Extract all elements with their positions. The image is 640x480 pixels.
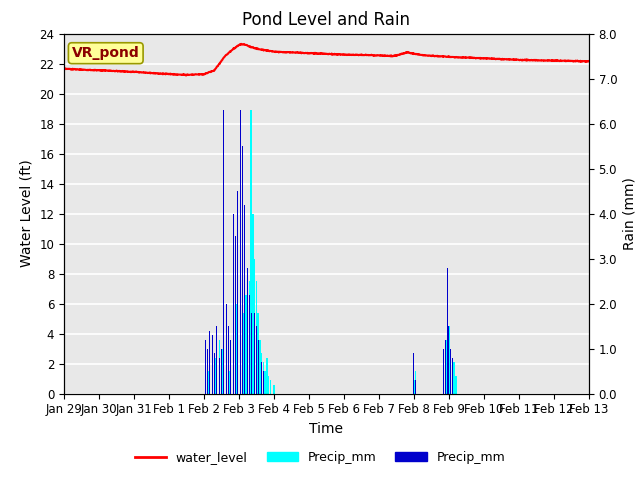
water_level xyxy=(60,66,68,72)
Bar xyxy=(235,236,236,394)
Bar xyxy=(445,348,446,394)
water_level xyxy=(164,71,172,77)
Bar xyxy=(273,384,275,394)
Bar xyxy=(445,340,446,394)
Bar xyxy=(415,371,416,394)
Bar xyxy=(450,358,451,394)
Bar xyxy=(448,326,449,394)
Line: water_level: water_level xyxy=(64,44,589,75)
Bar xyxy=(413,353,414,394)
Bar xyxy=(254,312,255,394)
water_level xyxy=(524,58,531,63)
Bar xyxy=(273,371,275,394)
Bar xyxy=(455,375,456,394)
Bar xyxy=(221,348,222,394)
Bar xyxy=(237,303,238,394)
Bar xyxy=(209,371,210,394)
Bar xyxy=(249,281,250,394)
Bar xyxy=(261,362,262,394)
Bar xyxy=(263,371,264,394)
Bar xyxy=(264,371,266,394)
Y-axis label: Water Level (ft): Water Level (ft) xyxy=(20,160,34,267)
water_level xyxy=(477,56,484,61)
Bar xyxy=(243,312,245,394)
water_level xyxy=(237,41,245,47)
Title: Pond Level and Rain: Pond Level and Rain xyxy=(243,11,410,29)
Bar xyxy=(247,268,248,394)
water_level xyxy=(236,42,244,48)
Bar xyxy=(257,312,259,394)
water_level xyxy=(585,58,593,64)
Text: VR_pond: VR_pond xyxy=(72,46,140,60)
Bar xyxy=(214,353,215,394)
Bar xyxy=(226,367,227,394)
Bar xyxy=(252,214,253,394)
Bar xyxy=(256,326,257,394)
Bar xyxy=(443,375,444,394)
Bar xyxy=(251,312,252,394)
Bar xyxy=(245,295,246,394)
Bar xyxy=(223,348,224,394)
Bar xyxy=(233,214,234,394)
X-axis label: Time: Time xyxy=(309,422,344,436)
Bar xyxy=(452,371,453,394)
Bar xyxy=(228,326,229,394)
Bar xyxy=(261,353,262,394)
Bar xyxy=(415,380,416,394)
Bar xyxy=(230,371,231,394)
Bar xyxy=(207,348,208,394)
Bar xyxy=(242,236,243,394)
water_level xyxy=(182,72,189,78)
Bar xyxy=(269,380,271,394)
Bar xyxy=(447,340,448,394)
Bar xyxy=(259,353,260,394)
Bar xyxy=(268,375,269,394)
Bar xyxy=(205,340,206,394)
Bar xyxy=(450,348,451,394)
Bar xyxy=(259,340,260,394)
water_level xyxy=(177,72,184,78)
Bar xyxy=(219,340,220,394)
Bar xyxy=(212,335,213,394)
Bar xyxy=(258,340,259,394)
Bar xyxy=(240,110,241,394)
Bar xyxy=(453,362,455,394)
Bar xyxy=(247,326,248,394)
Bar xyxy=(256,281,257,394)
Bar xyxy=(242,146,243,394)
Legend: water_level, Precip_mm, Precip_mm: water_level, Precip_mm, Precip_mm xyxy=(130,446,510,469)
Bar xyxy=(209,331,210,394)
Bar xyxy=(205,375,206,394)
Bar xyxy=(443,348,444,394)
Bar xyxy=(212,380,213,394)
Bar xyxy=(266,358,268,394)
water_level xyxy=(408,50,416,56)
Bar xyxy=(250,110,252,394)
Bar xyxy=(249,295,250,394)
Bar xyxy=(413,380,415,394)
Y-axis label: Rain (mm): Rain (mm) xyxy=(623,177,637,250)
Bar xyxy=(233,362,234,394)
Bar xyxy=(216,358,217,394)
Bar xyxy=(254,259,255,394)
Bar xyxy=(240,110,241,394)
Bar xyxy=(266,375,268,394)
Bar xyxy=(263,362,264,394)
